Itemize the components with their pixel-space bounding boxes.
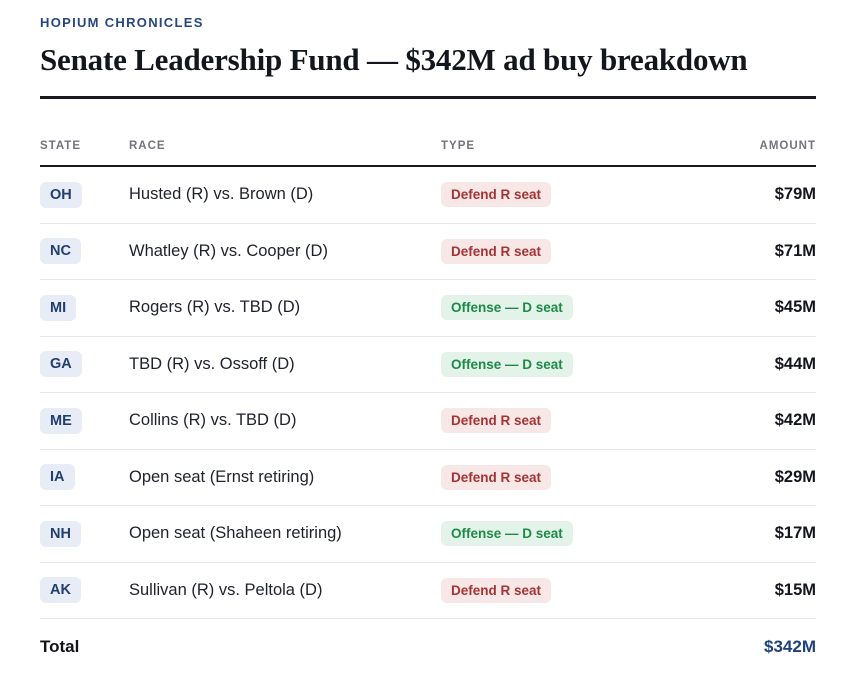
state-badge: ME [40,407,82,434]
column-header-amount: AMOUNT [759,140,816,153]
amount-cell: $79M [774,185,816,204]
state-badge: NC [40,238,81,265]
page-title: Senate Leadership Fund — $342M ad buy br… [40,42,748,77]
table-row: ME Collins (R) vs. TBD (D) Defend R seat… [40,393,816,450]
table-row: GA TBD (R) vs. Ossoff (D) Offense — D se… [40,337,816,394]
table-row: IA Open seat (Ernst retiring) Defend R s… [40,450,816,507]
table-row: OH Husted (R) vs. Brown (D) Defend R sea… [40,167,816,224]
state-badge: GA [40,351,82,378]
state-badge: IA [40,464,75,491]
column-header-race: RACE [129,140,166,153]
publication-eyebrow: HOPIUM CHRONICLES [40,15,204,30]
title-divider [40,96,816,100]
column-header-type: TYPE [441,140,476,153]
race-cell: Collins (R) vs. TBD (D) [129,411,297,430]
race-cell: Sullivan (R) vs. Peltola (D) [129,580,323,599]
type-badge: Offense — D seat [441,295,573,321]
type-badge: Defend R seat [441,464,552,490]
race-cell: Husted (R) vs. Brown (D) [129,185,314,204]
amount-cell: $15M [774,580,816,599]
column-header-state: STATE [40,140,81,153]
article-page: HOPIUM CHRONICLES Senate Leadership Fund… [40,0,816,674]
state-badge: AK [40,577,81,604]
table-row: NH Open seat (Shaheen retiring) Offense … [40,506,816,563]
race-cell: TBD (R) vs. Ossoff (D) [129,354,295,373]
amount-cell: $42M [774,411,816,430]
amount-cell: $44M [774,354,816,373]
amount-cell: $71M [774,241,816,260]
table-row: AK Sullivan (R) vs. Peltola (D) Defend R… [40,563,816,620]
race-cell: Open seat (Shaheen retiring) [129,524,342,543]
type-badge: Offense — D seat [441,521,573,547]
total-row: Total $342M [40,619,816,674]
type-badge: Defend R seat [441,408,552,434]
total-label: Total [40,636,80,656]
race-cell: Open seat (Ernst retiring) [129,467,315,486]
race-cell: Rogers (R) vs. TBD (D) [129,298,301,317]
type-badge: Defend R seat [441,182,552,208]
table-row: MI Rogers (R) vs. TBD (D) Offense — D se… [40,280,816,337]
type-badge: Offense — D seat [441,351,573,377]
type-badge: Defend R seat [441,238,552,264]
state-badge: OH [40,181,82,208]
table-row: NC Whatley (R) vs. Cooper (D) Defend R s… [40,224,816,281]
amount-cell: $45M [774,298,816,317]
table-header-row: STATE RACE TYPE AMOUNT [40,99,816,168]
amount-cell: $17M [774,524,816,543]
race-cell: Whatley (R) vs. Cooper (D) [129,241,328,260]
total-amount: $342M [764,636,816,656]
state-badge: MI [40,294,77,321]
type-badge: Defend R seat [441,577,552,603]
amount-cell: $29M [774,467,816,486]
state-badge: NH [40,520,81,547]
